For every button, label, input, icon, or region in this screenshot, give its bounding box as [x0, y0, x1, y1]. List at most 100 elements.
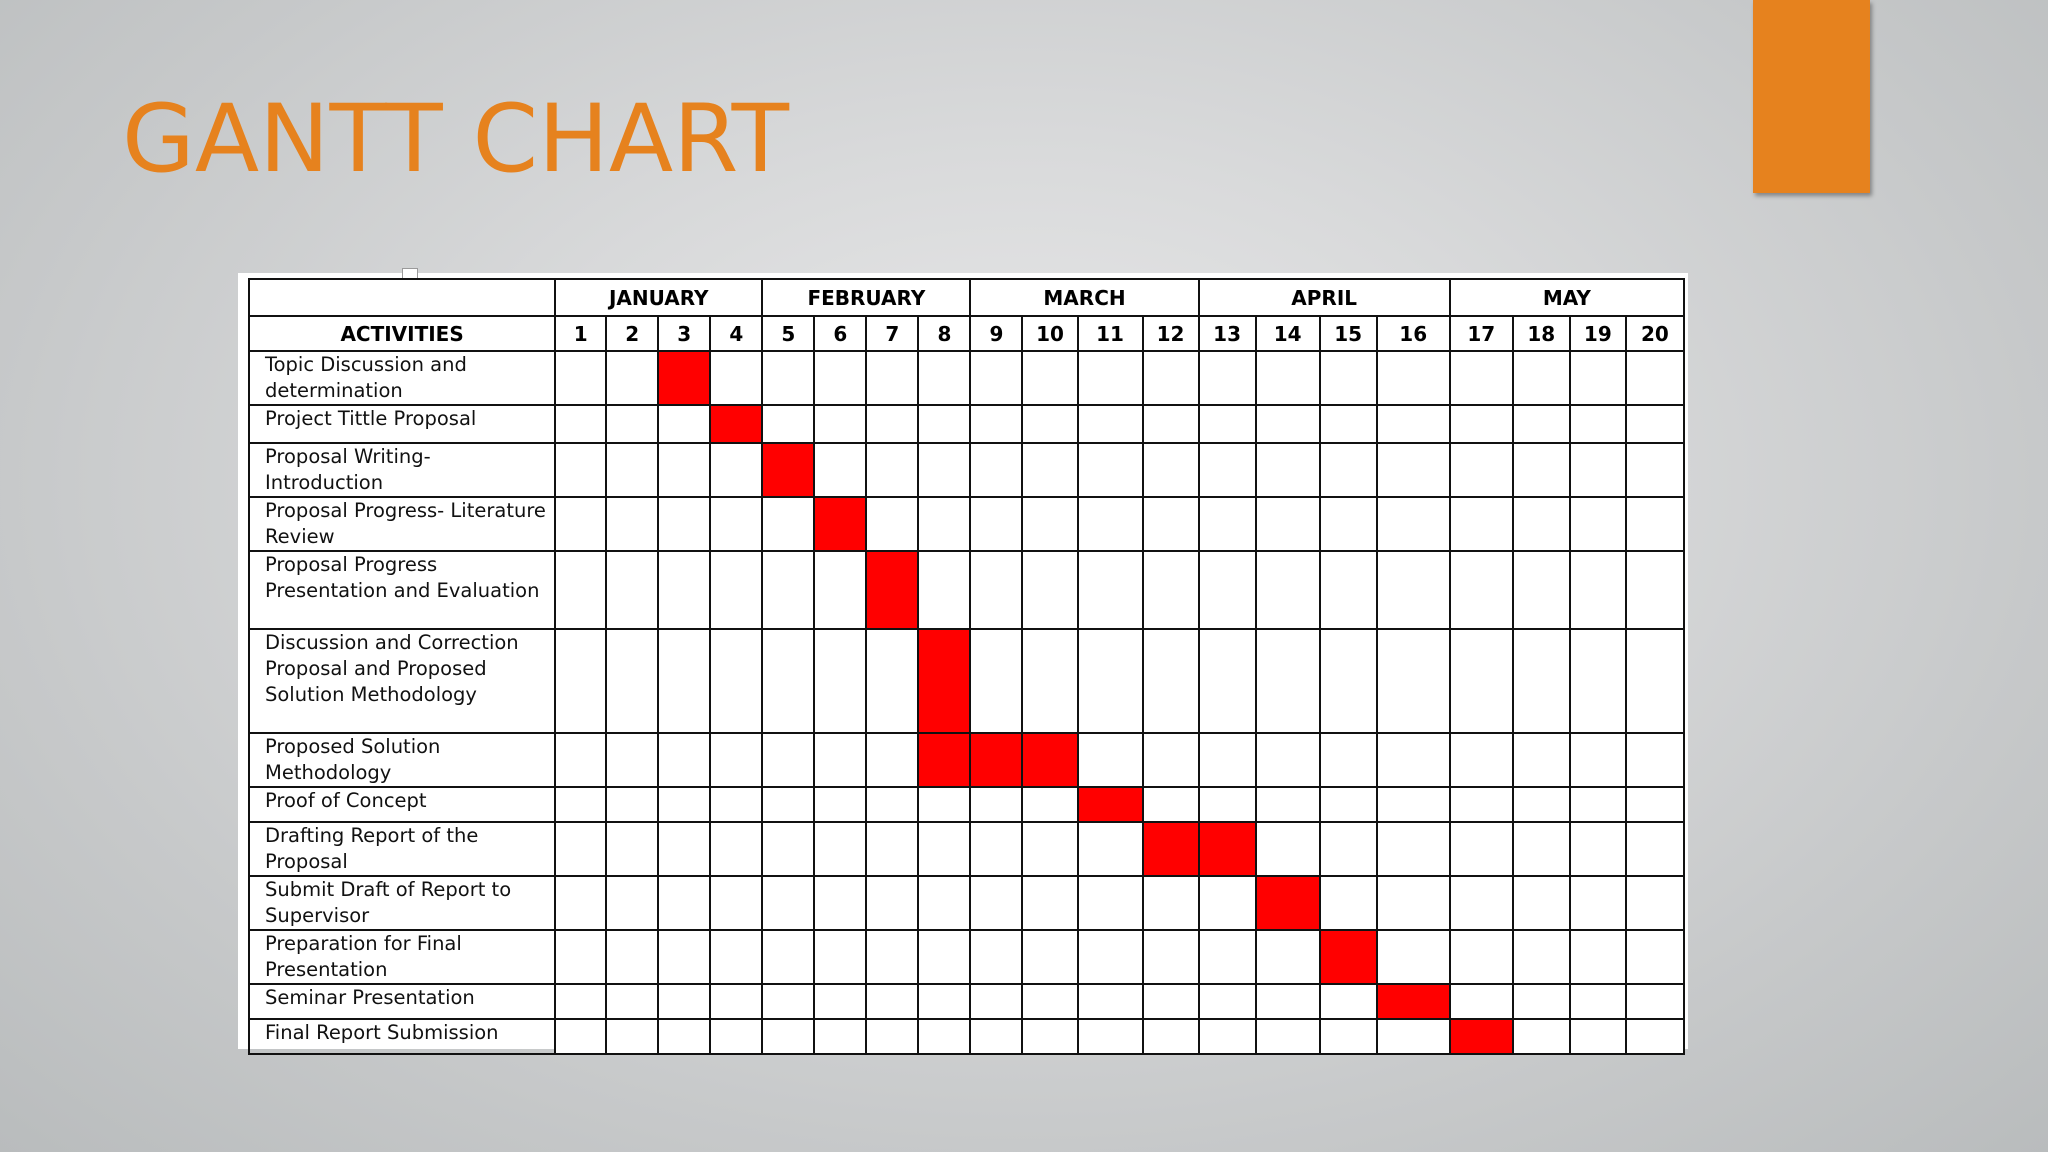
week-cell [1448, 875, 1514, 931]
week-cell [1076, 732, 1144, 788]
week-cell [865, 786, 920, 823]
week-cell [969, 628, 1024, 734]
week-cell [813, 1018, 868, 1055]
gantt-bar-cell [1076, 786, 1144, 823]
week-cell [1141, 732, 1200, 788]
activity-label: Proposal Progress- Literature Review [247, 496, 557, 552]
week-cell [1568, 786, 1627, 823]
week-cell [1254, 929, 1321, 985]
week-cell [1318, 350, 1378, 406]
week-cell [1021, 875, 1079, 931]
activity-row: Proposed Solution Methodology [247, 732, 1686, 788]
week-cell [1568, 404, 1627, 444]
activity-label: Proposal Writing- Introduction [247, 442, 557, 498]
week-cell [1318, 628, 1378, 734]
week-cell [1511, 732, 1571, 788]
week-cell [761, 1018, 816, 1055]
week-cell [554, 732, 608, 788]
week-cell [1141, 628, 1200, 734]
week-label: 6 [813, 315, 868, 352]
week-cell [1624, 929, 1686, 985]
week-cell [554, 350, 608, 406]
month-header-may: MAY [1448, 278, 1686, 317]
week-cell [1076, 350, 1144, 406]
week-cell [657, 496, 712, 552]
week-cell [1375, 875, 1451, 931]
week-cell [605, 628, 660, 734]
week-cell [761, 350, 816, 406]
week-label: 13 [1197, 315, 1257, 352]
week-cell [1624, 404, 1686, 444]
activity-label: Preparation for Final Presentation [247, 929, 557, 985]
week-cell [1197, 1018, 1257, 1055]
week-cell [1624, 786, 1686, 823]
week-cell [1448, 786, 1514, 823]
week-cell [1021, 786, 1079, 823]
week-cell [813, 628, 868, 734]
week-cell [1624, 732, 1686, 788]
week-cell [1318, 442, 1378, 498]
gantt-bar-cell [761, 442, 816, 498]
week-label: 18 [1511, 315, 1571, 352]
activity-row: Preparation for Final Presentation [247, 929, 1686, 985]
week-cell [917, 550, 972, 630]
week-cell [1375, 732, 1451, 788]
week-cell [709, 350, 764, 406]
week-cell [865, 350, 920, 406]
week-cell [969, 442, 1024, 498]
week-cell [917, 983, 972, 1020]
week-cell [813, 786, 868, 823]
week-cell [1021, 496, 1079, 552]
activity-label: Drafting Report of the Proposal [247, 821, 557, 877]
week-cell [1141, 442, 1200, 498]
week-label: 5 [761, 315, 816, 352]
gantt-bar-cell [1197, 821, 1257, 877]
week-cell [1375, 550, 1451, 630]
week-cell [1375, 929, 1451, 985]
header-blank-cell [247, 278, 557, 317]
week-cell [1624, 1018, 1686, 1055]
week-label: 15 [1318, 315, 1378, 352]
week-cell [1624, 628, 1686, 734]
week-cell [1511, 786, 1571, 823]
week-label: 1 [554, 315, 608, 352]
week-cell [605, 496, 660, 552]
activity-label: Proposed Solution Methodology [247, 732, 557, 788]
week-cell [1021, 404, 1079, 444]
week-cell [865, 1018, 920, 1055]
week-cell [969, 550, 1024, 630]
week-cell [1197, 496, 1257, 552]
week-cell [761, 550, 816, 630]
activity-label: Seminar Presentation [247, 983, 557, 1020]
week-cell [709, 875, 764, 931]
week-cell [1318, 550, 1378, 630]
week-cell [1568, 628, 1627, 734]
week-cell [1624, 442, 1686, 498]
week-label: 2 [605, 315, 660, 352]
week-cell [1318, 786, 1378, 823]
gantt-bar-cell [1021, 732, 1079, 788]
week-cell [554, 821, 608, 877]
gantt-bar-cell [709, 404, 764, 444]
week-cell [917, 1018, 972, 1055]
week-cell [1141, 404, 1200, 444]
week-label: 10 [1021, 315, 1079, 352]
week-cell [1254, 442, 1321, 498]
week-cell [1254, 404, 1321, 444]
week-cell [1511, 929, 1571, 985]
month-header-february: FEBRUARY [761, 278, 972, 317]
week-cell [709, 732, 764, 788]
week-cell [657, 929, 712, 985]
week-cell [1375, 786, 1451, 823]
week-cell [554, 875, 608, 931]
week-cell [605, 929, 660, 985]
week-cell [1448, 732, 1514, 788]
week-cell [1141, 929, 1200, 985]
week-label: 19 [1568, 315, 1627, 352]
week-cell [917, 350, 972, 406]
week-cell [709, 496, 764, 552]
activity-label: Topic Discussion and determination [247, 350, 557, 406]
week-cell [1448, 983, 1514, 1020]
week-cell [1197, 404, 1257, 444]
week-label: 11 [1076, 315, 1144, 352]
